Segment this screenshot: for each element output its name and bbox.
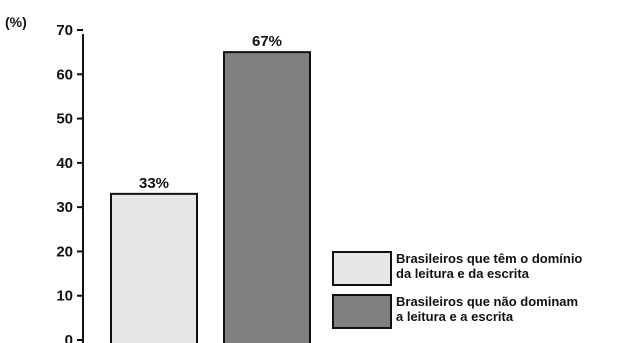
y-tick-label: 20 <box>56 243 73 260</box>
bar-1 <box>110 192 198 343</box>
bar-2 <box>223 51 311 343</box>
bar-value-label: 33% <box>139 175 169 192</box>
bar-value-label: 67% <box>252 33 282 50</box>
y-axis-label: (%) <box>5 14 27 30</box>
y-tick-label: 60 <box>56 66 73 83</box>
legend-swatch <box>332 294 392 329</box>
y-tick-label: 70 <box>56 22 73 39</box>
bars <box>110 51 311 343</box>
y-tick-label: 30 <box>56 199 73 216</box>
legend-label: da leitura e da escrita <box>396 266 530 281</box>
y-axis-ticks: 0 10 20 30 40 50 60 70 <box>56 22 83 343</box>
y-tick-label: 0 <box>65 332 73 343</box>
legend-label: Brasileiros que têm o domínio <box>396 251 582 266</box>
legend-label: a leitura e a escrita <box>396 309 514 324</box>
data-labels: 33% 67% <box>139 33 282 192</box>
legend-label: Brasileiros que não dominam <box>396 294 578 309</box>
y-tick-label: 40 <box>56 155 73 172</box>
y-tick-label: 50 <box>56 111 73 128</box>
y-tick-label: 10 <box>56 288 73 305</box>
legend-swatch <box>332 251 392 286</box>
